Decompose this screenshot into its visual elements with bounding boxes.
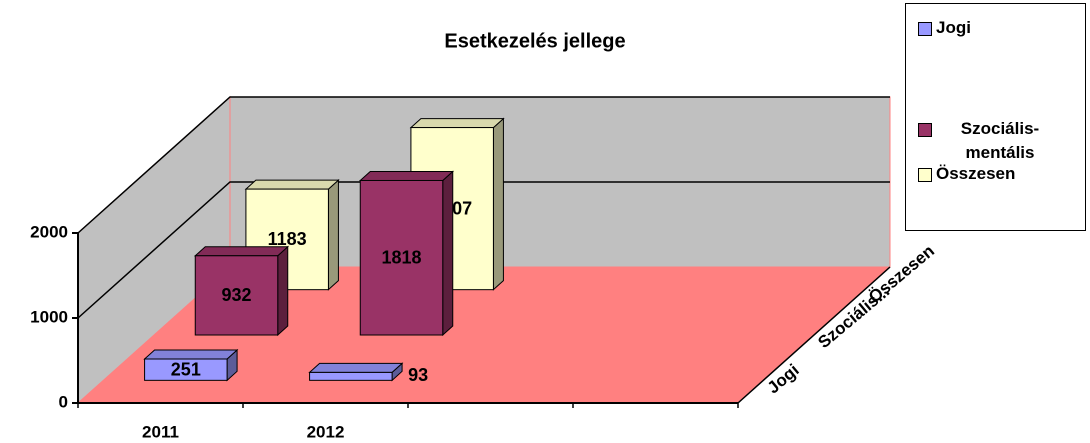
y-tick-label: 0 — [59, 392, 68, 411]
x-tick-label: 2012 — [307, 422, 345, 441]
bar-top — [193, 246, 290, 257]
bar — [308, 362, 404, 382]
bar-front — [194, 255, 279, 336]
bar — [143, 348, 239, 382]
depth-axis — [737, 266, 891, 404]
legend-swatch — [918, 123, 932, 137]
bar-top — [409, 118, 505, 129]
bar — [193, 245, 290, 337]
bar-top — [308, 362, 404, 373]
bar — [358, 170, 455, 337]
grid-line — [77, 96, 890, 234]
data-label: 251 — [171, 359, 201, 379]
chart-title: Esetkezelés jellege — [444, 30, 625, 52]
data-label: 93 — [408, 365, 428, 385]
bar-side — [442, 170, 454, 337]
y-tick-label: 2000 — [30, 222, 68, 241]
legend-item: Összesen — [918, 164, 1064, 186]
data-label: 1183 — [268, 229, 307, 249]
legend-label: Szociális-mentális — [960, 119, 1040, 162]
legend-label: Összesen — [936, 164, 1016, 183]
bar-front — [309, 371, 393, 381]
legend-item: Szociális-mentális — [918, 119, 1064, 165]
legend-label: Jogi — [936, 18, 971, 37]
bar-front — [144, 358, 228, 381]
bar-side — [492, 117, 504, 291]
grid-line — [77, 181, 890, 319]
bar-side — [277, 245, 289, 337]
legend-swatch — [918, 168, 932, 182]
legend: Jogi Szociális-mentális Összesen — [905, 3, 1086, 231]
data-label: 1818 — [381, 247, 421, 267]
x-tick-label: 2011 — [142, 422, 179, 441]
y-tick-label: 1000 — [30, 307, 68, 326]
data-label: 932 — [221, 285, 251, 305]
legend-swatch — [918, 22, 932, 36]
bar-top — [358, 170, 455, 181]
bar-top — [244, 179, 340, 190]
bar-front — [359, 179, 444, 336]
bar-side — [327, 178, 339, 291]
bar-top — [143, 349, 239, 360]
legend-item: Jogi — [918, 18, 1064, 40]
